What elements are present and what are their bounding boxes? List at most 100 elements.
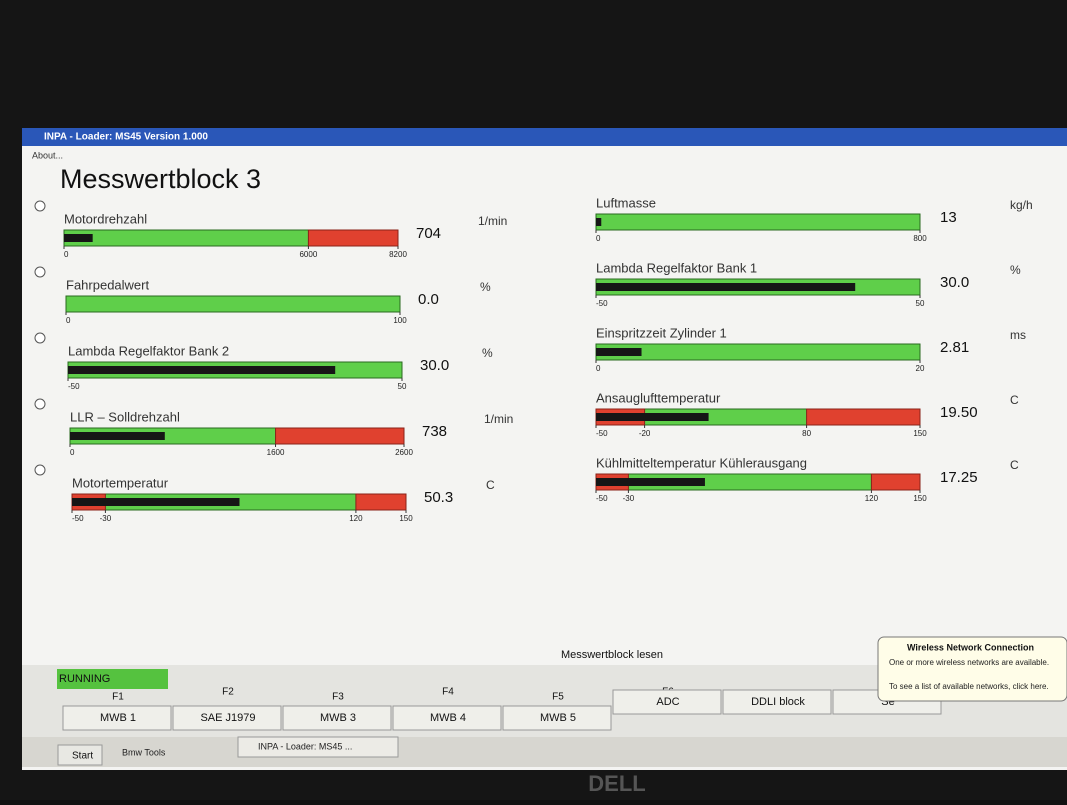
radio <box>34 266 46 278</box>
radio <box>34 464 46 476</box>
tick-label: 50 <box>916 299 925 308</box>
red-zone <box>806 408 921 426</box>
tick-label: -20 <box>639 429 651 438</box>
tick-label: 20 <box>916 364 925 373</box>
gauge-unit: % <box>480 280 491 294</box>
red-zone <box>275 427 405 445</box>
key-button[interactable] <box>502 705 612 731</box>
tick-label: 2600 <box>395 448 413 457</box>
gauge-value-bar <box>596 348 642 356</box>
gauge-value-bar <box>596 218 602 226</box>
toolbar-title: Messwertblock lesen <box>561 649 663 661</box>
tick-label: 0 <box>596 234 601 243</box>
key-name: F5 <box>552 692 564 703</box>
gauge-value: 50.3 <box>424 489 453 506</box>
gauge-value-bar <box>68 366 336 374</box>
gauge-value-bar <box>596 283 856 291</box>
tick-label: -50 <box>596 494 608 503</box>
gauge-value: 738 <box>422 423 447 440</box>
taskbar-button[interactable] <box>237 736 399 758</box>
gauge-label: Luftmasse <box>596 195 656 210</box>
gauge-label: Kühlmitteltemperatur Kühlerausgang <box>596 455 807 470</box>
key-button[interactable] <box>722 689 832 715</box>
tick-label: 150 <box>913 494 927 503</box>
tick-label: -50 <box>596 299 608 308</box>
gauge-unit: % <box>482 346 493 360</box>
gauge-unit: C <box>1010 458 1019 472</box>
tick-label: 6000 <box>299 250 317 259</box>
gauge-unit: 1/min <box>478 214 507 228</box>
gauge-value: 17.25 <box>940 469 978 486</box>
tick-label: -50 <box>596 429 608 438</box>
start-button[interactable] <box>57 744 103 766</box>
notification-title: Wireless Network Connection <box>907 642 1034 652</box>
gauge-value: 2.81 <box>940 339 969 356</box>
gauge-label: Motordrehzahl <box>64 211 147 226</box>
bezel-logo: DELL <box>588 771 645 796</box>
tick-label: 50 <box>398 382 407 391</box>
tick-label: 8200 <box>389 250 407 259</box>
tick-label: -50 <box>72 514 84 523</box>
taskbar-item[interactable]: Bmw Tools <box>122 747 166 757</box>
gauge-value-bar <box>596 413 709 421</box>
status: RUNNING <box>59 673 110 685</box>
gauge-value: 704 <box>416 225 441 242</box>
status-box <box>57 669 168 689</box>
radio <box>34 200 46 212</box>
tick-label: 0 <box>66 316 71 325</box>
gauge-value: 0.0 <box>418 291 439 308</box>
tick-label: 150 <box>399 514 413 523</box>
taskbar <box>22 737 1067 767</box>
key-button[interactable] <box>612 689 722 715</box>
notification-text: One or more wireless networks are availa… <box>889 658 1049 667</box>
gauge-label: LLR – Solldrehzahl <box>70 409 180 424</box>
tick-label: 0 <box>70 448 75 457</box>
gauge-track <box>595 343 921 361</box>
gauge-value: 30.0 <box>940 274 969 291</box>
gauge-unit: 1/min <box>484 412 513 426</box>
gauge-value: 19.50 <box>940 404 978 421</box>
gauge-label: Fahrpedalwert <box>66 277 149 292</box>
tick-label: 150 <box>913 429 927 438</box>
gauge-value: 30.0 <box>420 357 449 374</box>
radio <box>34 398 46 410</box>
key-label: ADC <box>656 696 679 708</box>
gauge-value: 13 <box>940 209 957 226</box>
gauge-label: Einspritzzeit Zylinder 1 <box>596 325 727 340</box>
heading: Messwertblock 3 <box>60 164 261 194</box>
key-button[interactable] <box>62 705 172 731</box>
window-title: INPA - Loader: MS45 Version 1.000 <box>44 132 208 143</box>
gauges: Motordrehzahl 0 6000 8200 704 1/min Fahrpedalw… <box>34 195 1033 523</box>
tick-label: 1600 <box>267 448 285 457</box>
notification[interactable] <box>877 636 1067 702</box>
key-button[interactable] <box>282 705 392 731</box>
key-button[interactable] <box>172 705 282 731</box>
notification-text: To see a list of available networks, cli… <box>889 682 1049 691</box>
gauge-track <box>595 213 921 231</box>
key-label: MWB 1 <box>100 712 136 724</box>
key-button[interactable] <box>392 705 502 731</box>
tick-label: -30 <box>100 514 112 523</box>
gauge-unit: C <box>1010 393 1019 407</box>
tick-label: -30 <box>623 494 635 503</box>
gauge-unit: C <box>486 478 495 492</box>
taskbar-item[interactable]: INPA - Loader: MS45 ... <box>258 741 352 751</box>
gauge-label: Lambda Regelfaktor Bank 2 <box>68 343 229 358</box>
tick-label: 120 <box>349 514 363 523</box>
menu-item[interactable]: About... <box>32 150 63 160</box>
gauge-value-bar <box>70 432 165 440</box>
gauge-value-bar <box>596 478 705 486</box>
gauge-unit: kg/h <box>1010 198 1033 212</box>
tick-label: 80 <box>802 429 811 438</box>
key-label: MWB 4 <box>430 712 466 724</box>
title-bar <box>22 128 1067 146</box>
tick-label: 120 <box>865 494 879 503</box>
gauge-label: Lambda Regelfaktor Bank 1 <box>596 260 757 275</box>
radio <box>34 332 46 344</box>
gauge-value-bar <box>64 234 93 242</box>
tick-label: -50 <box>68 382 80 391</box>
tick-label: 0 <box>596 364 601 373</box>
key-label: MWB 3 <box>320 712 356 724</box>
